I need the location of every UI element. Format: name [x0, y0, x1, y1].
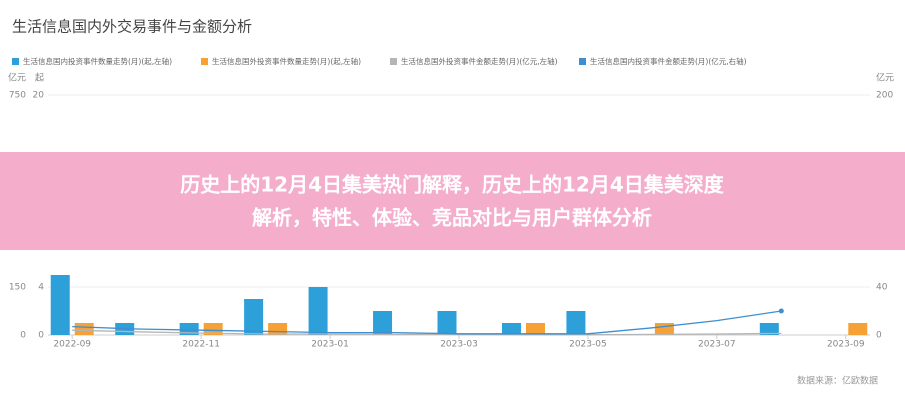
bar [759, 323, 779, 335]
x-tick-label: 2023-09 [827, 340, 865, 350]
banner-line: 解析，特性、体验、竞品对比与用户群体分析 [252, 206, 652, 230]
legend-label: 生活信息国外投资事件金额走势(月)(亿元,左轴) [401, 56, 558, 66]
bar [373, 311, 393, 335]
bar [244, 299, 264, 335]
bar [308, 287, 328, 335]
bar [654, 323, 674, 335]
bar [179, 323, 199, 335]
y-tick-label: 750 [9, 91, 26, 101]
axis-unit: 起 [35, 73, 44, 84]
legend-swatch [12, 58, 19, 65]
y-tick-label: 150 [9, 283, 26, 293]
bar [566, 311, 586, 335]
source: 数据来源：亿欧数据 [797, 375, 878, 387]
y-tick-label: 20 [33, 91, 45, 101]
x-tick-label: 2022-11 [182, 340, 220, 350]
bar [525, 323, 545, 335]
legend-swatch [579, 58, 586, 65]
bar [501, 323, 521, 335]
legend-swatch [201, 58, 208, 65]
bar [74, 323, 94, 335]
x-tick-label: 2023-07 [698, 340, 736, 350]
bar [437, 311, 457, 335]
line [72, 329, 782, 336]
axis-unit: 亿元 [876, 72, 894, 84]
chart-title: 生活信息国内外交易事件与金额分析 [12, 18, 252, 36]
x-tick-label: 2023-05 [569, 340, 607, 350]
legend-label: 生活信息国外投资事件数量走势(月)(起,左轴) [212, 56, 361, 66]
bar [50, 275, 70, 335]
x-tick-label: 2022-09 [53, 340, 91, 350]
y-tick-label: 0 [38, 331, 44, 341]
bar [268, 323, 288, 335]
legend-label: 生活信息国内投资事件数量走势(月)(起,左轴) [23, 56, 172, 66]
y-tick-label: 4 [38, 283, 44, 293]
y-tick-label: 0 [876, 331, 882, 341]
line [72, 310, 782, 335]
banner-line: 历史上的12月4日集美热门解释，历史上的12月4日集美深度 [180, 173, 724, 197]
legend-label: 生活信息国内投资事件金额走势(月)(亿元,右轴) [590, 56, 747, 66]
plot: 生活信息国内投资事件数量走势(月)(起,左轴) 生活信息国外投资事件数量走势(月)… [8, 56, 894, 350]
y-tick-label: 40 [876, 283, 888, 293]
banner [0, 152, 905, 250]
legend-swatch [390, 58, 397, 65]
line-marker [778, 308, 784, 314]
y-tick-label: 0 [20, 331, 26, 341]
y-tick-label: 200 [876, 91, 893, 101]
bar [203, 323, 223, 335]
axis-unit: 亿元 [8, 72, 26, 84]
bar [848, 323, 868, 335]
x-tick-label: 2023-03 [440, 340, 478, 350]
x-tick-label: 2023-01 [311, 340, 349, 350]
